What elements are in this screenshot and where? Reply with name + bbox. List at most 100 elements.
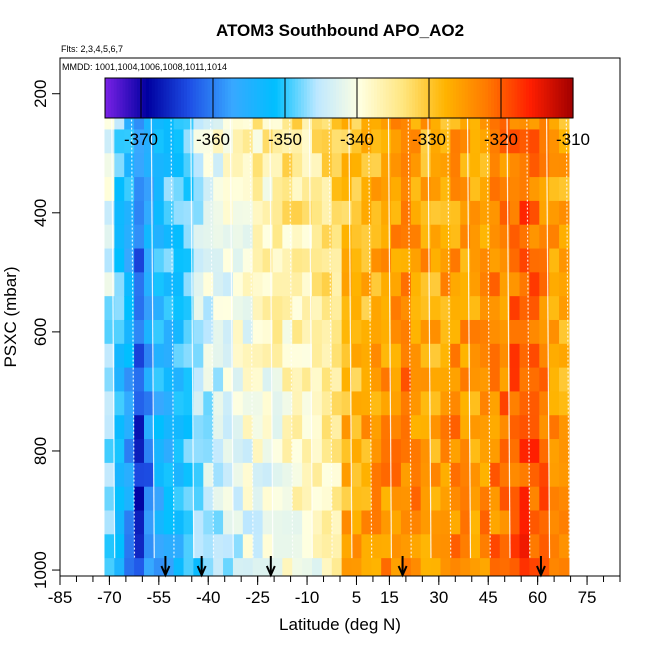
heatmap-cell (371, 272, 382, 297)
colorbar-segment (537, 78, 542, 118)
heatmap-cell (460, 129, 471, 154)
heatmap-cell (331, 296, 343, 321)
heatmap-cell (134, 153, 145, 178)
heatmap-cell (153, 319, 165, 345)
heatmap-cell (163, 319, 175, 345)
heatmap-cell (440, 177, 451, 202)
heatmap-cell (499, 534, 511, 559)
heatmap-cell (371, 200, 382, 226)
heatmap-cell (183, 558, 194, 576)
heatmap-cell (321, 296, 333, 321)
heatmap-cell (163, 510, 175, 535)
heatmap-cell (361, 129, 372, 154)
heatmap-cell (321, 486, 333, 512)
heatmap-cell (549, 248, 560, 273)
heatmap-cell (232, 486, 244, 512)
heatmap-cell (282, 248, 293, 273)
heatmap-cell (410, 343, 422, 369)
heatmap-cell (282, 319, 293, 345)
heatmap-cell (104, 129, 115, 154)
colorbar-segment (277, 78, 282, 118)
heatmap-cell (262, 510, 273, 535)
flight-track (170, 111, 175, 559)
colorbar-segment (274, 78, 279, 118)
heatmap-cell (420, 534, 432, 559)
heatmap-cell (509, 296, 521, 321)
heatmap-cell (153, 510, 165, 535)
heatmap-cell (509, 439, 521, 464)
heatmap-cell (232, 272, 244, 297)
heatmap-cell (519, 367, 530, 392)
heatmap-cell (124, 367, 135, 392)
heatmap-cell (509, 343, 521, 369)
heatmap-cell (460, 319, 471, 345)
heatmap-cell (559, 296, 570, 321)
colorbar-segment (558, 78, 562, 118)
heatmap-cell (539, 200, 550, 226)
heatmap-cell (440, 367, 451, 392)
flight-track (545, 111, 551, 559)
x-tick-label: 30 (429, 588, 448, 607)
heatmap-cell (489, 391, 501, 416)
heatmap-cell (144, 510, 155, 535)
colorbar-segment (327, 78, 331, 118)
colorbar-segment (286, 78, 290, 118)
heatmap-cell (203, 462, 214, 488)
heatmap-cell (183, 439, 194, 464)
heatmap-cell (351, 200, 362, 226)
heatmap-cell (183, 153, 194, 178)
heatmap-cell (104, 272, 115, 297)
heatmap-cell (114, 510, 125, 535)
heatmap-cell (539, 153, 550, 178)
heatmap-cell (361, 391, 372, 416)
colorbar-segment (300, 78, 305, 118)
colorbar-segment (564, 78, 568, 118)
heatmap-cell (124, 558, 135, 576)
heatmap-cell (252, 558, 264, 576)
heatmap-cell (361, 200, 372, 226)
heatmap-cell (114, 415, 125, 440)
heatmap-cell (134, 296, 145, 321)
heatmap-cell (272, 367, 283, 392)
heatmap-cell (480, 486, 491, 512)
heatmap-cell (519, 177, 530, 202)
heatmap-cell (292, 510, 303, 535)
heatmap-cell (144, 272, 155, 297)
heatmap-cell (193, 462, 204, 488)
heatmap-cell (519, 248, 530, 273)
colorbar-segment (166, 78, 170, 118)
heatmap-cell (163, 391, 175, 416)
colorbar-segment (242, 78, 246, 118)
heatmap-cell (242, 248, 254, 273)
heatmap-cell (351, 224, 362, 250)
colorbar-segment (163, 78, 168, 118)
heatmap-cell (371, 510, 382, 535)
heatmap-cell (203, 319, 214, 345)
heatmap-cell (104, 439, 115, 464)
colorbar-segment (230, 78, 235, 118)
heatmap-cell (173, 200, 185, 226)
heatmap-cell (114, 439, 125, 464)
heatmap-cell (361, 486, 372, 512)
heatmap-cell (420, 391, 432, 416)
heatmap-cell (470, 177, 481, 202)
heatmap-cell (460, 439, 471, 464)
heatmap-cell (292, 200, 303, 226)
heatmap-cell (361, 462, 372, 488)
heatmap-cell (529, 177, 540, 202)
heatmap-cell (480, 367, 491, 392)
heatmap-cell (134, 510, 145, 535)
heatmap-cell (193, 224, 204, 250)
heatmap-cell (292, 415, 303, 440)
heatmap-cell (331, 177, 343, 202)
heatmap-cell (312, 153, 323, 178)
colorbar-segment (385, 78, 390, 118)
colorbar-segment (523, 78, 527, 118)
heatmap-cell (213, 415, 224, 440)
flight-track (190, 111, 195, 559)
heatmap-cell (302, 153, 313, 178)
heatmap-cell (509, 391, 521, 416)
heatmap-cell (312, 296, 323, 321)
x-tick-label: -70 (97, 588, 122, 607)
heatmap-cell (173, 129, 185, 154)
